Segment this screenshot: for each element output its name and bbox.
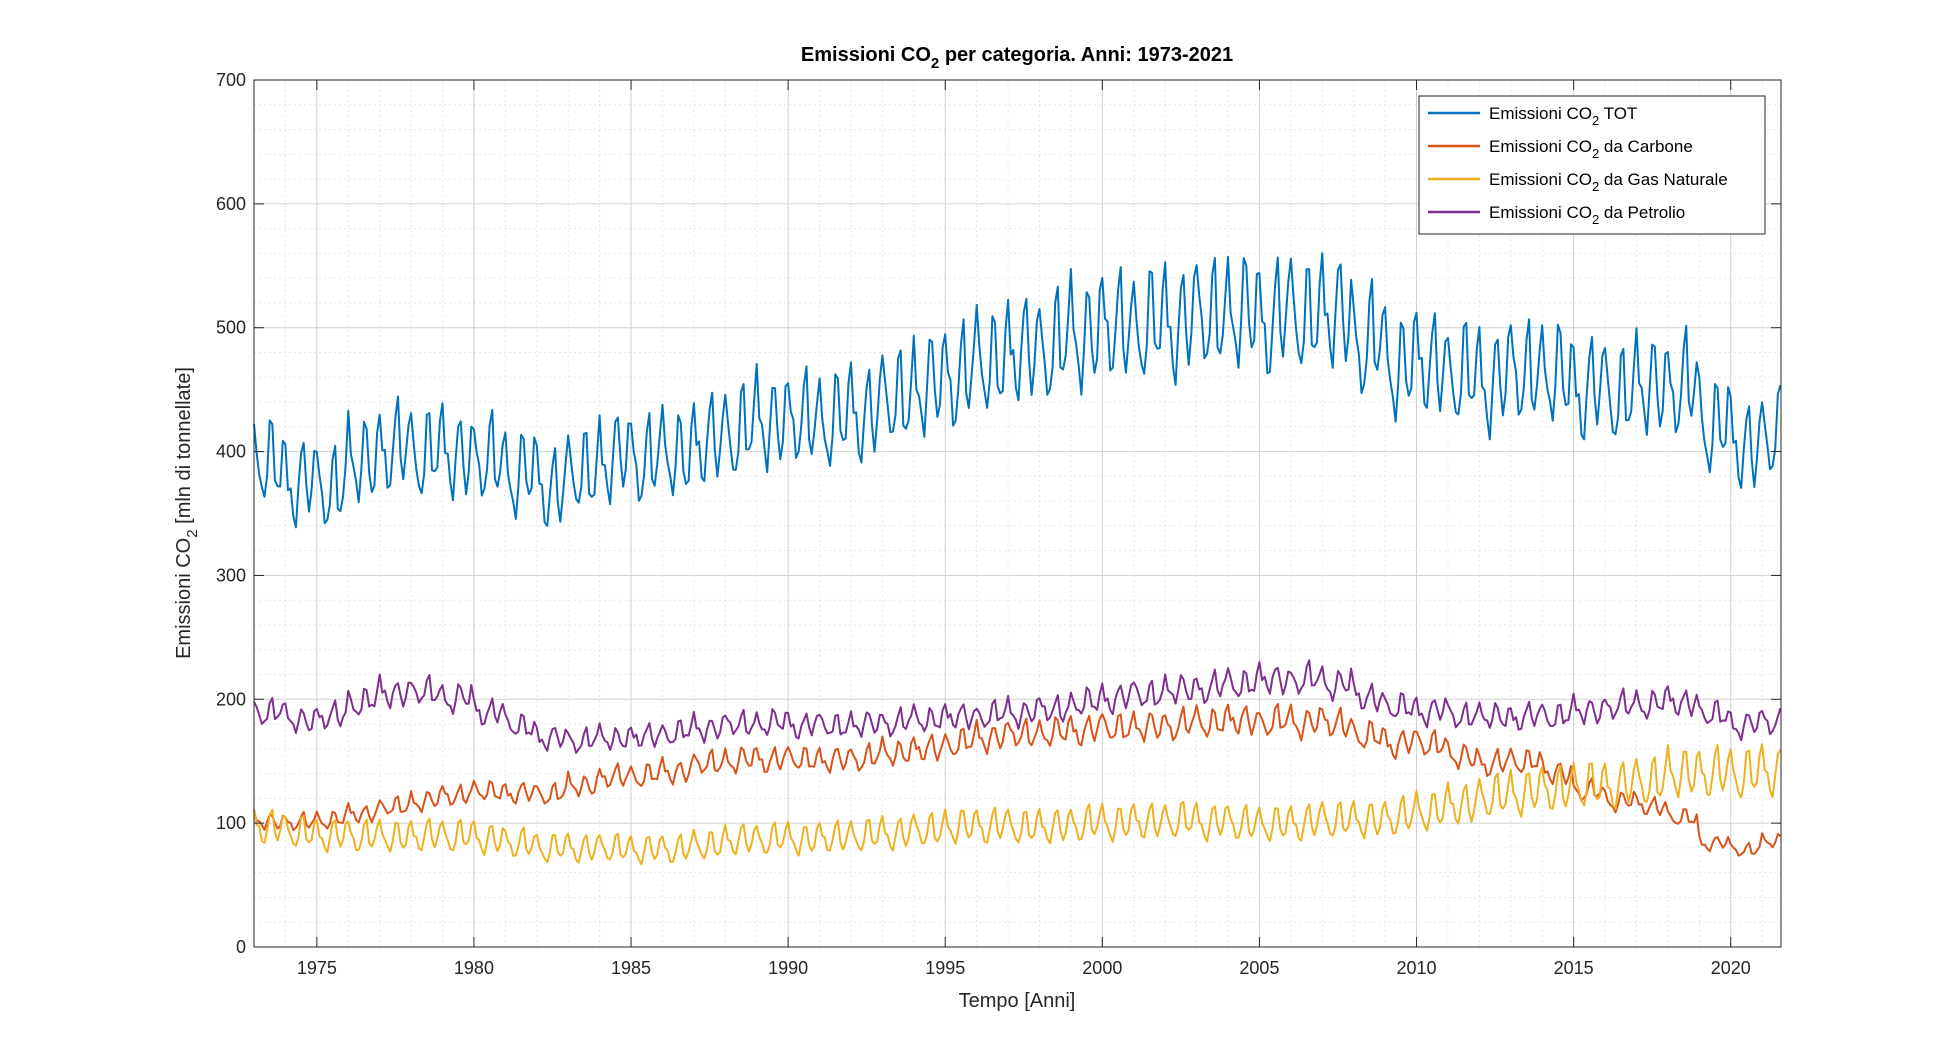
legend-entry-label: Emissioni CO2 TOT bbox=[1489, 104, 1637, 128]
series-line-4 bbox=[253, 659, 1782, 754]
legend-entry-label: Emissioni CO2 da Petrolio bbox=[1489, 203, 1685, 227]
series-layer bbox=[253, 252, 1782, 866]
y-tick-labels: 0 100 200 300 400 500 600 700 bbox=[216, 70, 246, 957]
x-axis-label: Tempo [Anni] bbox=[959, 990, 1076, 1012]
y-tick-label: 300 bbox=[216, 565, 246, 585]
x-tick-label: 2015 bbox=[1554, 958, 1594, 978]
x-tick-label: 1980 bbox=[454, 958, 494, 978]
x-tick-label: 2000 bbox=[1082, 958, 1122, 978]
x-tick-label: 1995 bbox=[925, 958, 965, 978]
series-line-2 bbox=[253, 703, 1782, 857]
x-tick-label: 1975 bbox=[297, 958, 337, 978]
x-tick-label: 2010 bbox=[1397, 958, 1437, 978]
x-tick-label: 1985 bbox=[611, 958, 651, 978]
legend-entry-label: Emissioni CO2 da Gas Naturale bbox=[1489, 170, 1728, 194]
chart-title: Emissioni CO2 per categoria. Anni: 1973-… bbox=[801, 44, 1233, 72]
legend: Emissioni CO2 TOT Emissioni CO2 da Carbon… bbox=[1418, 95, 1766, 235]
y-axis-label: Emissioni CO2 [mln di tonnellate] bbox=[173, 367, 201, 659]
y-tick-label: 100 bbox=[216, 813, 246, 833]
plot-frame bbox=[253, 79, 1782, 948]
x-tick-labels: 1975 1980 1985 1990 1995 2000 2005 2010 2015 2020 bbox=[297, 958, 1751, 978]
y-tick-label: 600 bbox=[216, 194, 246, 214]
y-tick-label: 200 bbox=[216, 689, 246, 709]
series-line-3 bbox=[253, 743, 1782, 866]
series-line-1 bbox=[253, 252, 1782, 529]
x-tick-label: 1990 bbox=[768, 958, 808, 978]
y-tick-label: 500 bbox=[216, 318, 246, 338]
y-tick-label: 0 bbox=[236, 937, 246, 957]
legend-entry-label: Emissioni CO2 da Carbone bbox=[1489, 137, 1693, 161]
y-tick-label: 400 bbox=[216, 442, 246, 462]
x-tick-label: 2020 bbox=[1711, 958, 1751, 978]
x-tick-label: 2005 bbox=[1239, 958, 1279, 978]
y-tick-label: 700 bbox=[216, 70, 246, 90]
axis-ticks bbox=[254, 79, 1781, 948]
